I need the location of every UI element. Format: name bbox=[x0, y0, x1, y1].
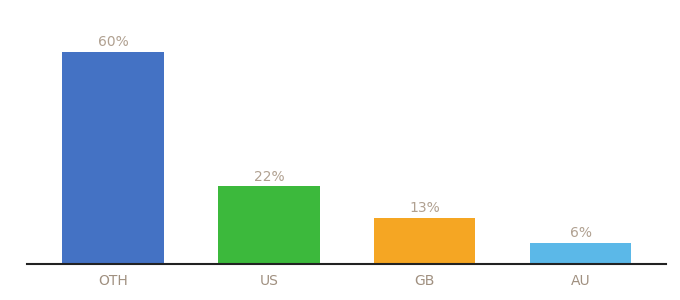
Bar bbox=[374, 218, 475, 264]
Bar bbox=[530, 243, 631, 264]
Bar bbox=[218, 186, 320, 264]
Text: 22%: 22% bbox=[254, 169, 284, 184]
Bar bbox=[63, 52, 164, 264]
Text: 6%: 6% bbox=[570, 226, 592, 240]
Text: 13%: 13% bbox=[409, 201, 440, 215]
Text: 60%: 60% bbox=[97, 35, 129, 50]
